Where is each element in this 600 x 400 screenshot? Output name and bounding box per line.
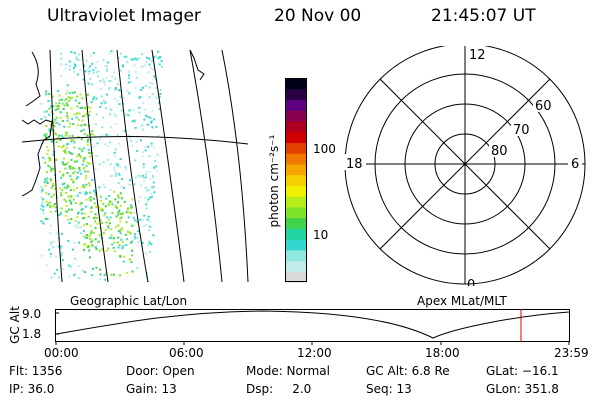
- colorbar-band: [285, 99, 307, 111]
- mlt-label-6: 6: [571, 157, 579, 172]
- status-gain: Gain: 13: [126, 382, 177, 396]
- lat-label-70: 70: [513, 123, 530, 138]
- orbit-xtick-0000: 00:00: [44, 346, 79, 360]
- status-seq: Seq: 13: [366, 382, 412, 396]
- apex-caption: Apex MLat/MLT: [417, 294, 507, 308]
- date-label: 20 Nov 00: [274, 6, 362, 26]
- colorbar-band: [285, 196, 307, 208]
- status-ip: IP: 36.0: [9, 382, 55, 396]
- colorbar-unit-label: photon cm⁻²s⁻¹: [267, 134, 281, 228]
- colorbar-tick-100: 100: [313, 142, 336, 156]
- orbit-yaxis-label: GC Alt: [8, 306, 22, 344]
- colorbar-band: [285, 249, 307, 262]
- colorbar: [285, 78, 307, 283]
- colorbar-band: [285, 228, 307, 240]
- geo-grid: [22, 50, 249, 282]
- time-label: 21:45:07 UT: [431, 6, 536, 26]
- status-door: Door: Open: [126, 364, 195, 378]
- colorbar-band: [285, 206, 307, 219]
- colorbar-band: [285, 185, 307, 197]
- status-glon: GLon: 351.8: [486, 382, 559, 396]
- orbit-plot: [55, 309, 570, 345]
- colorbar-band: [285, 142, 307, 154]
- status-mode: Mode: Normal: [246, 364, 330, 378]
- orbit-xtick-0600: 06:00: [169, 346, 204, 360]
- status-dsp: Dsp: 2.0: [246, 382, 312, 396]
- colorbar-band: [285, 78, 307, 90]
- colorbar-tick-10: 10: [313, 228, 329, 242]
- colorbar-band: [285, 110, 307, 122]
- orbit-xtick-1800: 18:00: [425, 346, 460, 360]
- aurora-speckles: [40, 50, 163, 282]
- colorbar-band: [285, 174, 307, 186]
- colorbar-band: [285, 88, 307, 101]
- mlt-label-0: 0: [467, 278, 475, 286]
- colorbar-band: [285, 260, 307, 272]
- mlt-label-18: 18: [346, 157, 363, 172]
- colorbar-band: [285, 163, 307, 176]
- polar-plot: 12 18 6 0 60 70 80: [344, 46, 586, 286]
- status-gcalt: GC Alt: 6.8 Re: [366, 364, 450, 378]
- geo-caption: Geographic Lat/Lon: [70, 294, 188, 308]
- colorbar-band: [285, 239, 307, 251]
- colorbar-band: [285, 271, 307, 283]
- status-flt: Flt: 1356: [9, 364, 63, 378]
- orbit-xtick-2359: 23:59: [554, 346, 589, 360]
- lat-label-60: 60: [535, 99, 552, 114]
- geo-map: [22, 50, 249, 282]
- orbit-xtick-1200: 12:00: [297, 346, 332, 360]
- lat-label-80: 80: [491, 144, 508, 159]
- orbit-ytick-top: 9.0: [22, 307, 42, 321]
- colorbar-band: [285, 131, 307, 144]
- status-glat: GLat: −16.1: [486, 364, 559, 378]
- coastline: [22, 50, 205, 197]
- app-title: Ultraviolet Imager: [47, 6, 201, 26]
- orbit-ytick-bottom: 1.8: [22, 327, 42, 341]
- colorbar-band: [285, 217, 307, 229]
- colorbar-band: [285, 120, 307, 133]
- colorbar-band: [285, 153, 307, 165]
- orbit-altitude-curve: [55, 310, 570, 339]
- mlt-label-12: 12: [469, 48, 486, 63]
